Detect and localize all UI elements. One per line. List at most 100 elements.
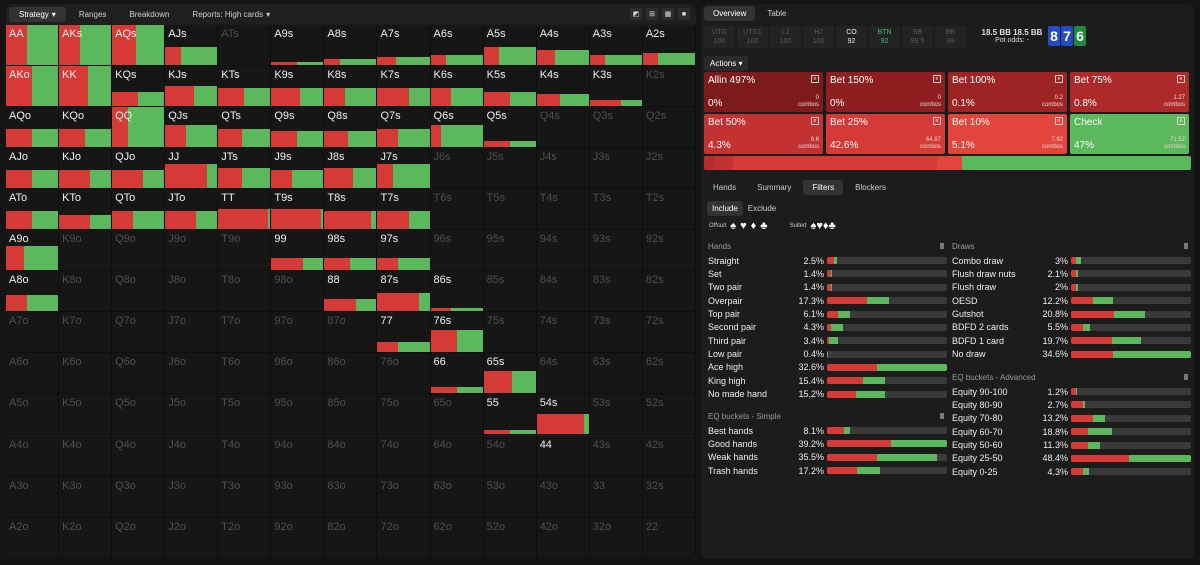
hand-cell-65o[interactable]: 65o	[430, 394, 484, 436]
hand-cell-Q7o[interactable]: Q7o	[112, 312, 166, 354]
hand-cell-93s[interactable]: 93s	[589, 230, 643, 272]
hand-cell-97o[interactable]: 97o	[271, 312, 325, 354]
hand-cell-K2s[interactable]: K2s	[642, 66, 696, 108]
hand-cell-K3s[interactable]: K3s	[589, 66, 643, 108]
hand-cell-85s[interactable]: 85s	[483, 271, 537, 313]
hand-cell-43s[interactable]: 43s	[589, 435, 643, 477]
hand-cell-AKs[interactable]: AKs	[59, 25, 113, 67]
include-toggle[interactable]: Include	[707, 201, 743, 216]
collapse-icon[interactable]	[940, 243, 944, 249]
hand-cell-64s[interactable]: 64s	[536, 353, 590, 395]
hand-cell-87s[interactable]: 87s	[377, 271, 431, 313]
hand-cell-ATo[interactable]: ATo	[6, 189, 60, 231]
hand-cell-J2s[interactable]: J2s	[642, 148, 696, 190]
hand-cell-J5o[interactable]: J5o	[165, 394, 219, 436]
filter-row[interactable]: Straight 2.5%	[708, 254, 947, 267]
action-allin-497-[interactable]: Allin 497% 0% ≡ 0 combos	[704, 72, 823, 112]
hand-cell-63o[interactable]: 63o	[430, 476, 484, 518]
hand-cell-A5s[interactable]: A5s	[483, 25, 537, 67]
hand-cell-JTo[interactable]: JTo	[165, 189, 219, 231]
hand-cell-T3s[interactable]: T3s	[589, 189, 643, 231]
hand-cell-83s[interactable]: 83s	[589, 271, 643, 313]
hand-cell-Q9o[interactable]: Q9o	[112, 230, 166, 272]
hand-cell-95o[interactable]: 95o	[271, 394, 325, 436]
filter-row[interactable]: Top pair 6.1%	[708, 307, 947, 320]
details-icon[interactable]: ≡	[811, 117, 819, 125]
hand-cell-KJo[interactable]: KJo	[59, 148, 113, 190]
hand-cell-Q6o[interactable]: Q6o	[112, 353, 166, 395]
hand-cell-T9o[interactable]: T9o	[218, 230, 272, 272]
details-icon[interactable]: ≡	[1055, 75, 1063, 83]
hand-cell-86o[interactable]: 86o	[324, 353, 378, 395]
hand-cell-99[interactable]: 99	[271, 230, 325, 272]
hand-cell-A2o[interactable]: A2o	[6, 517, 60, 559]
hand-cell-TT[interactable]: TT	[218, 189, 272, 231]
hand-cell-32s[interactable]: 32s	[642, 476, 696, 518]
tab-strategy[interactable]: Strategy ▾	[9, 6, 66, 22]
hand-cell-Q8s[interactable]: Q8s	[324, 107, 378, 149]
hand-cell-A7o[interactable]: A7o	[6, 312, 60, 354]
hand-cell-AKo[interactable]: AKo	[6, 66, 60, 108]
filter-row[interactable]: Equity 50-60 11.3%	[952, 438, 1191, 451]
hand-cell-42o[interactable]: 42o	[536, 517, 590, 559]
hand-cell-Q7s[interactable]: Q7s	[377, 107, 431, 149]
hand-cell-A8o[interactable]: A8o	[6, 271, 60, 313]
hand-cell-Q3o[interactable]: Q3o	[112, 476, 166, 518]
hand-cell-J8s[interactable]: J8s	[324, 148, 378, 190]
filter-row[interactable]: Equity 80-90 2.7%	[952, 398, 1191, 411]
hand-cell-76s[interactable]: 76s	[430, 312, 484, 354]
hand-cell-T6o[interactable]: T6o	[218, 353, 272, 395]
tab-filters[interactable]: Filters	[803, 180, 844, 195]
hand-cell-84s[interactable]: 84s	[536, 271, 590, 313]
hand-cell-82o[interactable]: 82o	[324, 517, 378, 559]
hand-cell-J5s[interactable]: J5s	[483, 148, 537, 190]
hand-cell-J3o[interactable]: J3o	[165, 476, 219, 518]
hand-cell-K4s[interactable]: K4s	[536, 66, 590, 108]
hand-cell-32o[interactable]: 32o	[589, 517, 643, 559]
tab-table[interactable]: Table	[767, 8, 787, 18]
hand-cell-73s[interactable]: 73s	[589, 312, 643, 354]
hand-cell-A4s[interactable]: A4s	[536, 25, 590, 67]
position-utg1[interactable]: UTG1 100	[737, 26, 768, 48]
hand-cell-96o[interactable]: 96o	[271, 353, 325, 395]
position-bb[interactable]: BB 99	[935, 26, 966, 48]
hand-cell-52o[interactable]: 52o	[483, 517, 537, 559]
details-icon[interactable]: ≡	[1055, 117, 1063, 125]
hand-cell-K4o[interactable]: K4o	[59, 435, 113, 477]
hand-cell-AJs[interactable]: AJs	[165, 25, 219, 67]
filter-row[interactable]: Good hands 39.2%	[708, 437, 947, 450]
hand-cell-A9o[interactable]: A9o	[6, 230, 60, 272]
hand-cell-66[interactable]: 66	[430, 353, 484, 395]
filter-row[interactable]: Gutshot 20.8%	[952, 307, 1191, 320]
hand-cell-62s[interactable]: 62s	[642, 353, 696, 395]
hand-cell-K8o[interactable]: K8o	[59, 271, 113, 313]
hand-cell-KTo[interactable]: KTo	[59, 189, 113, 231]
hand-cell-A3s[interactable]: A3s	[589, 25, 643, 67]
square-icon[interactable]: ■	[678, 8, 690, 20]
tab-reports-high-cards[interactable]: Reports: High cards ▾	[182, 7, 280, 22]
hand-cell-T5s[interactable]: T5s	[483, 189, 537, 231]
suit-spade-icon[interactable]: ♠	[730, 220, 737, 232]
hand-cell-K3o[interactable]: K3o	[59, 476, 113, 518]
filter-row[interactable]: Equity 60-70 18.8%	[952, 425, 1191, 438]
hand-cell-88[interactable]: 88	[324, 271, 378, 313]
filter-row[interactable]: Equity 70-80 13.2%	[952, 412, 1191, 425]
filter-row[interactable]: No draw 34.6%	[952, 347, 1191, 360]
hand-cell-AA[interactable]: AA	[6, 25, 60, 67]
filter-row[interactable]: Equity 0-25 4.3%	[952, 465, 1191, 478]
hand-cell-T2s[interactable]: T2s	[642, 189, 696, 231]
hand-cell-62o[interactable]: 62o	[430, 517, 484, 559]
hand-cell-54o[interactable]: 54o	[483, 435, 537, 477]
hand-cell-Q6s[interactable]: Q6s	[430, 107, 484, 149]
hand-cell-73o[interactable]: 73o	[377, 476, 431, 518]
tab-breakdown[interactable]: Breakdown	[119, 7, 179, 22]
action-bet-75-[interactable]: Bet 75% 0.8% ≡ 1.27 combos	[1070, 72, 1189, 112]
position-btn[interactable]: BTN 92	[869, 26, 900, 48]
hand-cell-92o[interactable]: 92o	[271, 517, 325, 559]
hand-cell-94s[interactable]: 94s	[536, 230, 590, 272]
filter-row[interactable]: Two pair 1.4%	[708, 281, 947, 294]
hand-cell-53o[interactable]: 53o	[483, 476, 537, 518]
hand-cell-85o[interactable]: 85o	[324, 394, 378, 436]
actions-dropdown[interactable]: Actions ▾	[704, 56, 749, 71]
hand-cell-T7s[interactable]: T7s	[377, 189, 431, 231]
